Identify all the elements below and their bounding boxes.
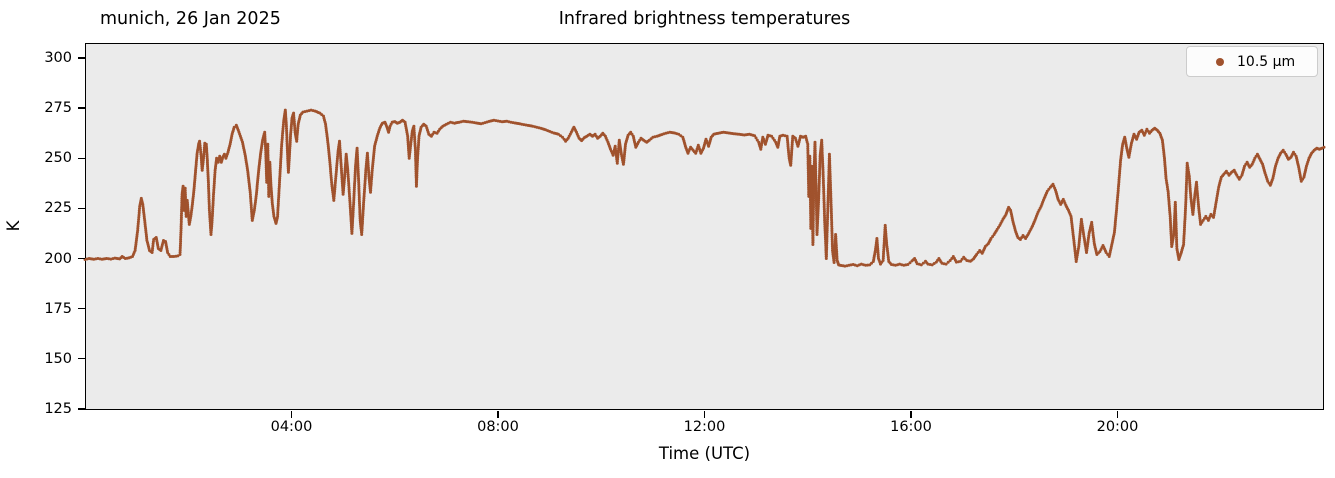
y-tick-label: 250	[44, 150, 72, 167]
plot-area	[85, 43, 1324, 410]
y-tick-mark	[78, 307, 85, 310]
y-tick-label: 300	[44, 50, 72, 66]
legend-label: 10.5 μm	[1237, 53, 1296, 70]
y-tick-label: 150	[44, 350, 72, 367]
legend: 10.5 μm	[1186, 46, 1318, 77]
x-tick-mark	[290, 411, 293, 418]
x-tick-label: 16:00	[890, 419, 932, 435]
y-tick-mark	[78, 157, 85, 159]
x-tick-label: 12:00	[683, 419, 726, 435]
y-tick-mark	[78, 257, 85, 260]
chart-title: Infrared brightness temperatures	[558, 9, 851, 29]
corner-label: munich, 26 Jan 2025	[100, 9, 281, 29]
x-tick-mark	[497, 411, 499, 418]
x-tick-label: 08:00	[477, 419, 519, 435]
x-axis-label: Time (UTC)	[658, 444, 751, 463]
series-10.5-μm	[83, 108, 1326, 268]
y-tick-mark	[78, 107, 85, 109]
x-tick-label: 04:00	[270, 419, 313, 435]
y-tick-label: 175	[44, 300, 72, 317]
y-tick-label: 125	[44, 400, 72, 417]
legend-point-icon	[1216, 57, 1224, 66]
x-tick-mark	[1116, 411, 1119, 418]
y-tick-mark	[78, 207, 85, 210]
y-tick-mark	[78, 408, 85, 410]
x-tick-mark	[703, 411, 706, 418]
y-tick-label: 200	[44, 250, 72, 267]
y-tick-label: 275	[44, 100, 72, 117]
y-tick-label: 225	[44, 200, 72, 217]
x-tick-label: 20:00	[1096, 419, 1139, 435]
x-tick-mark	[910, 411, 912, 418]
y-tick-mark	[78, 358, 85, 360]
y-tick-mark	[78, 57, 85, 59]
